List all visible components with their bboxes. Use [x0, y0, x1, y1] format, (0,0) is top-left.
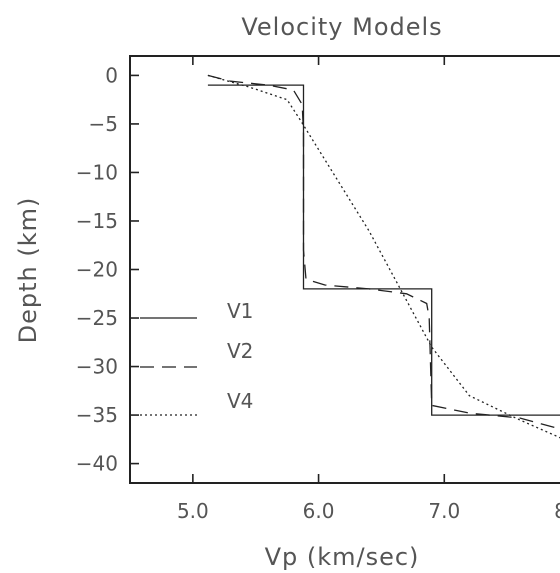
- y-tick-label: −30: [76, 355, 118, 379]
- x-tick-label: 8.0: [554, 499, 560, 523]
- y-tick-label: −40: [76, 452, 118, 476]
- y-axis-label: Depth (km): [14, 197, 42, 344]
- legend-v1-label: V1: [227, 299, 253, 323]
- y-tick-label: −15: [76, 209, 118, 233]
- legend-v4-label: V4: [227, 389, 253, 413]
- series-lines: [207, 74, 560, 439]
- plot-area: 5.0 6.0 7.0 8.0 0 −5 −10 −15 −20 −25 −30 −35 −40: [76, 55, 560, 523]
- series-v1-line: [207, 84, 560, 416]
- y-tick-label: −10: [76, 160, 118, 184]
- x-axis-ticks: 5.0 6.0 7.0 8.0: [177, 56, 560, 523]
- y-tick-label: −25: [76, 306, 118, 330]
- plot-frame: [129, 55, 560, 484]
- series-v4-line: [207, 74, 560, 439]
- series-v2-line: [207, 74, 560, 430]
- x-tick-label: 6.0: [303, 499, 335, 523]
- x-axis-label: Vp (km/sec): [265, 543, 420, 571]
- y-tick-label: −35: [76, 403, 118, 427]
- x-tick-label: 5.0: [177, 499, 209, 523]
- legend-v2-label: V2: [227, 339, 253, 363]
- legend: V1 V2 V4: [140, 299, 253, 416]
- y-tick-label: 0: [105, 63, 118, 87]
- y-axis-ticks: 0 −5 −10 −15 −20 −25 −30 −35 −40: [76, 63, 139, 476]
- x-tick-label: 7.0: [428, 499, 460, 523]
- y-tick-label: −5: [89, 112, 118, 136]
- y-tick-label: −20: [76, 258, 118, 282]
- chart-title: Velocity Models: [241, 13, 442, 41]
